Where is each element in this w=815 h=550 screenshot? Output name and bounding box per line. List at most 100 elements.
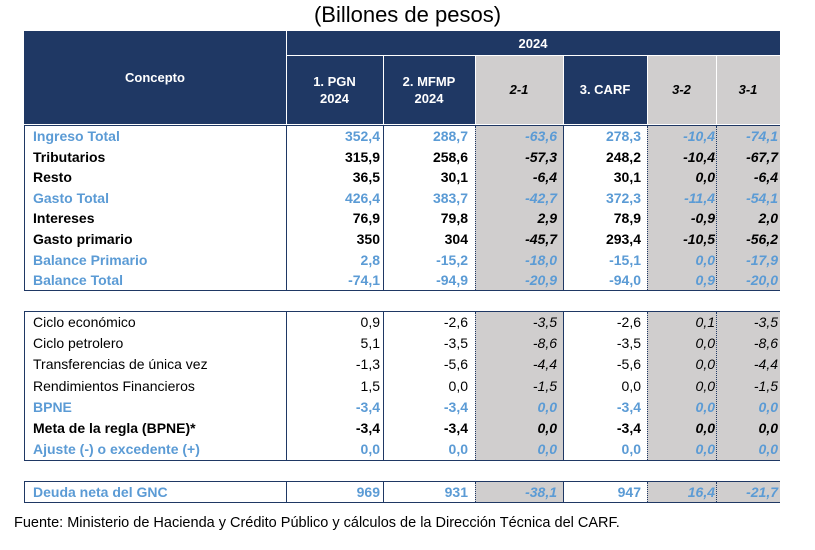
cell-d31: 2,0	[758, 210, 778, 227]
table-row: Gasto primario 350 304 -45,7 293,4 -10,5 -56,2	[25, 229, 779, 250]
cell-pgn: 350	[356, 231, 380, 247]
row-label: BPNE	[33, 398, 72, 415]
row-label: Ciclo petrolero	[33, 335, 124, 352]
column-divider	[716, 312, 717, 460]
cell-carf: -15,1	[609, 251, 641, 268]
table-row: Intereses 76,9 79,8 2,9 78,9 -0,9 2,0	[25, 208, 779, 229]
cell-pgn: 426,4	[344, 189, 380, 206]
source-footnote: Fuente: Ministerio de Hacienda y Crédito…	[14, 515, 620, 531]
cell-d32: 0,0	[695, 356, 715, 373]
table-row: Tributarios 315,9 258,6 -57,3 248,2 -10,4 -67,…	[25, 147, 779, 168]
cell-pgn: 0,9	[360, 314, 380, 330]
cell-pgn: 76,9	[352, 210, 380, 227]
row-label: Rendimientos Financieros	[33, 377, 195, 394]
cell-d32: 0,0	[695, 441, 715, 458]
cell-d31: -3,5	[753, 314, 778, 330]
row-label: Ajuste (-) o excedente (+)	[33, 441, 200, 458]
header-diff-3-1: 3-1	[716, 55, 780, 124]
cell-carf: 248,2	[605, 148, 641, 165]
cell-carf: -3,5	[616, 335, 641, 352]
row-label: Gasto primario	[33, 231, 133, 247]
column-divider	[383, 482, 384, 502]
cell-d21: -8,6	[532, 335, 557, 352]
cell-carf: -5,6	[616, 356, 641, 373]
row-label: Resto	[33, 169, 72, 186]
header-divider	[563, 55, 564, 124]
cell-mfmp: 0,0	[448, 441, 468, 458]
table-row: Deuda neta del GNC 969 931 -38,1 947 16,4 -21,…	[25, 482, 779, 502]
cell-d32: 0,0	[695, 335, 715, 352]
column-divider	[286, 126, 287, 290]
header-diff-3-2-label: 3-2	[672, 82, 691, 97]
cell-d31: 0,0	[758, 420, 778, 436]
cell-carf: 30,1	[613, 169, 641, 186]
header-pgn: 1. PGN 2024	[286, 55, 383, 124]
cell-d32: 0,0	[695, 398, 715, 415]
cell-d32: -10,4	[683, 148, 715, 165]
column-divider	[475, 482, 476, 502]
cell-mfmp: 288,7	[432, 128, 468, 144]
cell-d21: -1,5	[532, 377, 557, 394]
cell-d32: 16,4	[687, 484, 715, 500]
row-label: Balance Total	[33, 272, 123, 289]
table-row: Balance Primario 2,8 -15,2 -18,0 -15,1 0,0 -17…	[25, 250, 779, 271]
shaded-column	[647, 126, 780, 290]
cell-d21: -45,7	[525, 231, 557, 247]
cell-mfmp: -94,9	[436, 272, 468, 289]
cell-pgn: -3,4	[355, 398, 380, 415]
cell-d21: -42,7	[525, 189, 557, 206]
header-diff-2-1: 2-1	[475, 55, 563, 124]
row-label: Tributarios	[33, 148, 106, 165]
cell-d32: 0,0	[695, 377, 715, 394]
header-year: 2024	[286, 31, 780, 55]
cell-d21: 0,0	[537, 441, 557, 458]
header-carf-label: 3. CARF	[579, 82, 631, 97]
cell-d21: -4,4	[532, 356, 557, 373]
cell-d21: 2,9	[537, 210, 557, 227]
cell-d21: -20,9	[525, 272, 557, 289]
table-row: Resto 36,5 30,1 -6,4 30,1 0,0 -6,4	[25, 167, 779, 188]
column-divider	[475, 312, 476, 460]
header-divider	[716, 55, 717, 124]
cell-carf: -2,6	[616, 314, 641, 330]
shaded-column	[475, 312, 563, 460]
header-divider	[647, 55, 648, 124]
cell-d31: -8,6	[753, 335, 778, 352]
column-divider	[383, 126, 384, 290]
cell-carf: 947	[617, 484, 641, 500]
header-year-label: 2024	[518, 35, 548, 51]
header-concepto: Concepto	[24, 31, 286, 124]
table-row: Ajuste (-) o excedente (+) 0,0 0,0 0,0 0,0 0,…	[25, 439, 779, 460]
cell-d32: 0,1	[695, 314, 715, 330]
cell-d32: -10,5	[683, 231, 715, 247]
header-diff-3-1-label: 3-1	[738, 82, 758, 97]
cell-d31: -6,4	[753, 169, 778, 186]
row-label: Intereses	[33, 210, 95, 227]
cell-mfmp: -3,4	[443, 420, 468, 436]
header-diff-2-1-label: 2-1	[509, 82, 529, 97]
cell-mfmp: 383,7	[432, 189, 468, 206]
cell-d21: -6,4	[532, 169, 557, 186]
cell-d21: 0,0	[537, 420, 557, 436]
cell-mfmp: 0,0	[448, 377, 468, 394]
column-divider	[563, 312, 564, 460]
cell-pgn: 1,5	[360, 377, 380, 394]
table-row: Gasto Total 426,4 383,7 -42,7 372,3 -11,4 -54,…	[25, 188, 779, 209]
cell-mfmp: -3,4	[443, 398, 468, 415]
cell-d31: -1,5	[753, 377, 778, 394]
cell-d31: -74,1	[746, 128, 778, 144]
cell-carf: 293,4	[605, 231, 641, 247]
cell-carf: 372,3	[605, 189, 641, 206]
column-divider	[647, 312, 648, 460]
cell-d32: 0,0	[695, 169, 715, 186]
header-mfmp-label: 2. MFMP 2024	[402, 73, 456, 106]
cell-d31: -67,7	[746, 148, 778, 165]
cell-d31: -4,4	[753, 356, 778, 373]
cell-d31: -20,0	[746, 272, 778, 289]
cell-pgn: 0,0	[360, 441, 380, 458]
shaded-column	[647, 482, 780, 502]
table-row: Balance Total -74,1 -94,9 -20,9 -94,0 0,9 -20,…	[25, 270, 779, 291]
cell-d31: 0,0	[758, 441, 778, 458]
cell-carf: 0,0	[621, 377, 641, 394]
cell-pgn: 315,9	[344, 148, 380, 165]
